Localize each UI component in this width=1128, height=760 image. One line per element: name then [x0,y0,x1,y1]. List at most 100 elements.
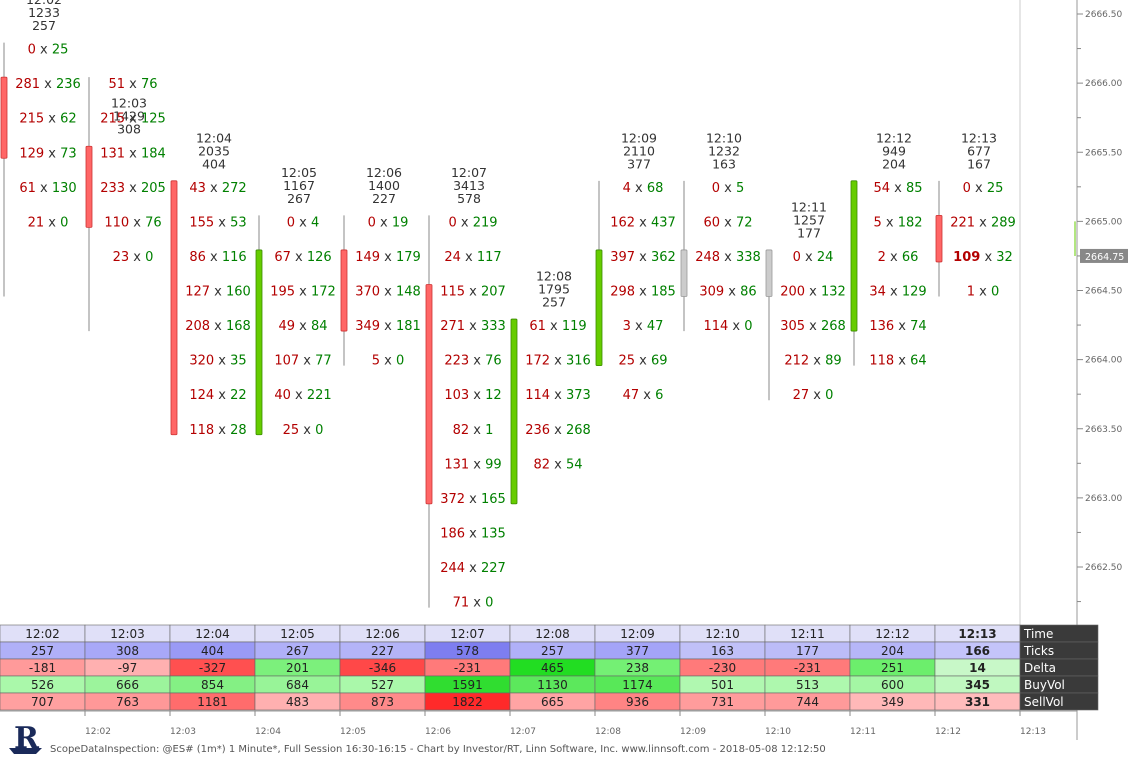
time-tick-label: 12:10 [765,727,791,737]
level-separator: x [299,423,315,438]
stats-cell: 12:02 [25,627,60,641]
level-separator: x [380,319,396,334]
bid-volume: 67 [274,250,291,265]
level-separator: x [295,319,311,334]
stats-cell: 166 [965,644,990,658]
bar-volume-label: 1795 [538,282,570,297]
level-separator: x [631,181,647,196]
candle-body [0,76,8,159]
ask-volume: 72 [736,215,753,230]
footprint-level: 155 x 53 [189,215,246,230]
footprint-level: 233 x 205 [100,181,166,196]
level-separator: x [809,354,825,369]
stats-cell: 527 [371,678,394,692]
candle-body [340,249,348,332]
stats-cell: 501 [711,678,734,692]
chart-caption: ScopeDataInspection: @ES# (1m*) 1 Minute… [50,744,826,755]
level-separator: x [125,146,141,161]
stats-cell: 12:11 [790,627,825,641]
ask-volume: 0 [315,423,323,438]
stats-cell: 1822 [452,695,483,709]
bid-volume: 54 [873,181,890,196]
ask-volume: 0 [60,215,68,230]
price-tick-label: 2666.00 [1085,79,1122,89]
footprint-level: 4 x 68 [623,181,664,196]
bid-volume: 212 [784,354,809,369]
bid-volume: 60 [703,215,720,230]
bar-volume-label: 1257 [793,212,825,227]
stats-cell: 404 [201,644,224,658]
bid-volume: 149 [355,250,380,265]
stats-cell: 684 [286,678,309,692]
stats-cell: -97 [118,661,138,675]
footprint-level: 221 x 289 [950,215,1016,230]
footprint-level: 40 x 221 [274,388,331,403]
footprint-level: 370 x 148 [355,285,421,300]
bid-volume: 40 [274,388,291,403]
bar-time-label: 12:12 [876,130,912,145]
footprint-level: 208 x 168 [185,319,251,334]
ask-volume: 135 [481,526,506,541]
stats-cell: 707 [31,695,54,709]
bar-time-label: 12:13 [961,130,997,145]
bid-volume: 1 [967,285,975,300]
level-separator: x [720,181,736,196]
time-tick-label: 12:12 [935,727,961,737]
stats-cell: 666 [116,678,139,692]
ask-volume: 22 [230,388,247,403]
bid-volume: 118 [869,354,894,369]
stats-cell: 267 [286,644,309,658]
bid-volume: 127 [185,285,210,300]
level-separator: x [550,354,566,369]
ask-volume: 0 [744,319,752,334]
ask-volume: 185 [651,285,676,300]
bid-volume: 0 [712,181,720,196]
footprint-level: 114 x 373 [525,388,591,403]
footprint-level: 49 x 84 [278,319,327,334]
footprint-level: 248 x 338 [695,250,761,265]
stats-cell: 12:12 [875,627,910,641]
ask-volume: 66 [902,250,919,265]
bar-volume-label: 677 [967,143,991,158]
level-separator: x [639,388,655,403]
level-separator: x [465,526,481,541]
stats-cell: 1130 [537,678,568,692]
candle-body [595,249,603,367]
time-tick-label: 12:13 [1020,727,1046,737]
footprint-level: 149 x 179 [355,250,421,265]
stats-cell: -346 [369,661,396,675]
stats-cell: 1591 [452,678,483,692]
level-separator: x [40,77,56,92]
ask-volume: 126 [307,250,332,265]
stats-cell: 936 [626,695,649,709]
level-separator: x [129,250,145,265]
bid-volume: 82 [533,457,550,472]
bar-time-label: 12:10 [706,130,742,145]
stats-row-label-bg [1019,692,1099,711]
level-separator: x [801,250,817,265]
bid-volume: 103 [444,388,469,403]
ask-volume: 4 [311,215,319,230]
stats-cell: -231 [454,661,481,675]
level-separator: x [894,354,910,369]
level-separator: x [291,388,307,403]
level-separator: x [36,181,52,196]
ask-volume: 6 [655,388,663,403]
level-separator: x [805,319,821,334]
ask-volume: 207 [481,285,506,300]
footprint-level: 107 x 77 [274,354,331,369]
level-separator: x [465,285,481,300]
level-separator: x [971,181,987,196]
bar-ticks-label: 308 [117,122,141,137]
footprint-level: 82 x 1 [453,423,494,438]
stats-cell: 744 [796,695,819,709]
bid-volume: 186 [440,526,465,541]
footprint-level: 51 x 76 [108,77,157,92]
level-separator: x [214,354,230,369]
bid-volume: 3 [623,319,631,334]
candle-body [170,180,178,436]
level-separator: x [214,423,230,438]
last-price-label: 2664.75 [1085,252,1124,263]
level-separator: x [125,77,141,92]
